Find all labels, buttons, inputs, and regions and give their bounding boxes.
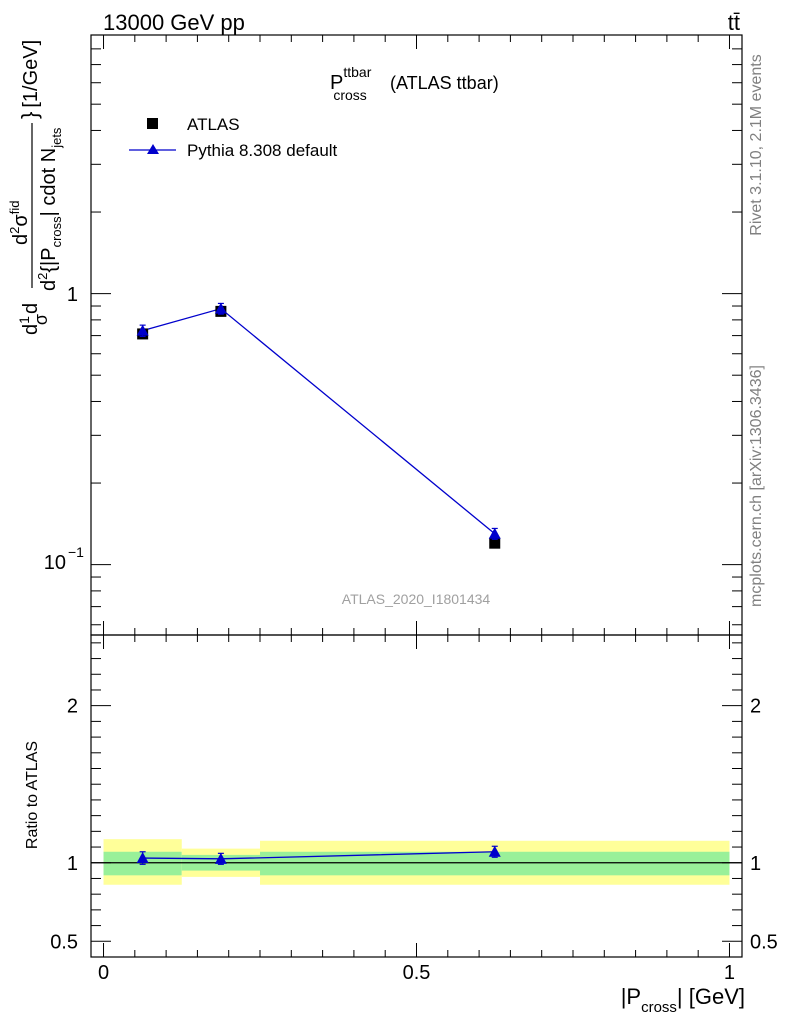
legend: ATLAS Pythia 8.308 default [129, 115, 338, 160]
ratio-band-green [260, 851, 730, 876]
pythia-point [214, 302, 227, 314]
ratio-ytick-label-left: 2 [67, 696, 78, 718]
xtick-label: 1 [724, 962, 735, 984]
ratio-pythia-point [488, 845, 501, 857]
ratio-ytick-label-left: 1 [67, 853, 78, 875]
pythia-point [488, 527, 501, 539]
main-series [136, 302, 501, 549]
legend-atlas-label: ATLAS [187, 115, 240, 134]
main-panel: Pttbar cross (ATLAS ttbar) 1 10 −1 ATLAS … [7, 34, 743, 636]
svg-text:}[1/GeV]: }[1/GeV] [17, 40, 42, 119]
ratio-ytick-label-left: 0.5 [50, 931, 78, 953]
mcplots-site-label: mcplots.cern.ch [arXiv:1306.3436] [748, 365, 765, 607]
ratio-ylabel: Ratio to ATLAS [24, 741, 41, 849]
process-label: tt̄ [728, 10, 740, 35]
ratio-pythia-point [136, 852, 149, 864]
legend-pythia-label: Pythia 8.308 default [187, 141, 338, 160]
ratio-ytick-label-right: 0.5 [750, 931, 778, 953]
main-axis-ticks [91, 34, 742, 635]
analysis-watermark: ATLAS_2020_I1801434 [342, 591, 491, 607]
rivet-version-label: Rivet 3.1.10, 2.1M events [748, 54, 765, 235]
ytick-label-0.1-exponent: −1 [68, 544, 84, 560]
xaxis-label: |Pcross| [GeV] [621, 984, 745, 1016]
main-title-suffix: (ATLAS ttbar) [390, 73, 499, 93]
ratio-ytick-label-right: 1 [750, 853, 761, 875]
legend-atlas-marker [147, 118, 158, 129]
ratio-axis-ticks: 0.5 0.5 1 1 2 2 0 0.5 1 [50, 635, 778, 984]
xtick-label: 0 [98, 962, 109, 984]
svg-text:d2{|Pcross| cdot Njets: d2{|Pcross| cdot Njets [35, 127, 64, 291]
pythia-line [142, 307, 496, 535]
atlas-point [489, 537, 501, 549]
ratio-series [136, 845, 501, 865]
svg-text:d2σfid: d2σfid [7, 201, 32, 245]
ratio-uncertainty-bands [91, 839, 742, 885]
ytick-label-0.1: 10 [44, 552, 66, 574]
ratio-frame [90, 634, 743, 958]
pythia-point [136, 324, 149, 336]
svg-text:d1σd: d1σd [16, 303, 51, 335]
ratio-ytick-label-right: 2 [750, 696, 761, 718]
title-sub: cross [333, 87, 366, 103]
xtick-label: 0.5 [403, 962, 431, 984]
title-p: P [330, 72, 343, 94]
main-ylabel: d1σd d2σfid d2{|Pcross| cdot Njets }[1/G… [7, 40, 64, 335]
legend-pythia-marker [147, 144, 159, 154]
energy-label: 13000 GeV pp [103, 10, 245, 35]
ratio-pythia-point [214, 852, 227, 864]
ytick-label-1: 1 [67, 284, 78, 306]
main-title: Pttbar cross [330, 64, 372, 103]
ratio-panel: 0.5 0.5 1 1 2 2 0 0.5 1 Ratio to ATLAS |Pcross| … [24, 634, 778, 1016]
title-sup: ttbar [343, 64, 371, 80]
